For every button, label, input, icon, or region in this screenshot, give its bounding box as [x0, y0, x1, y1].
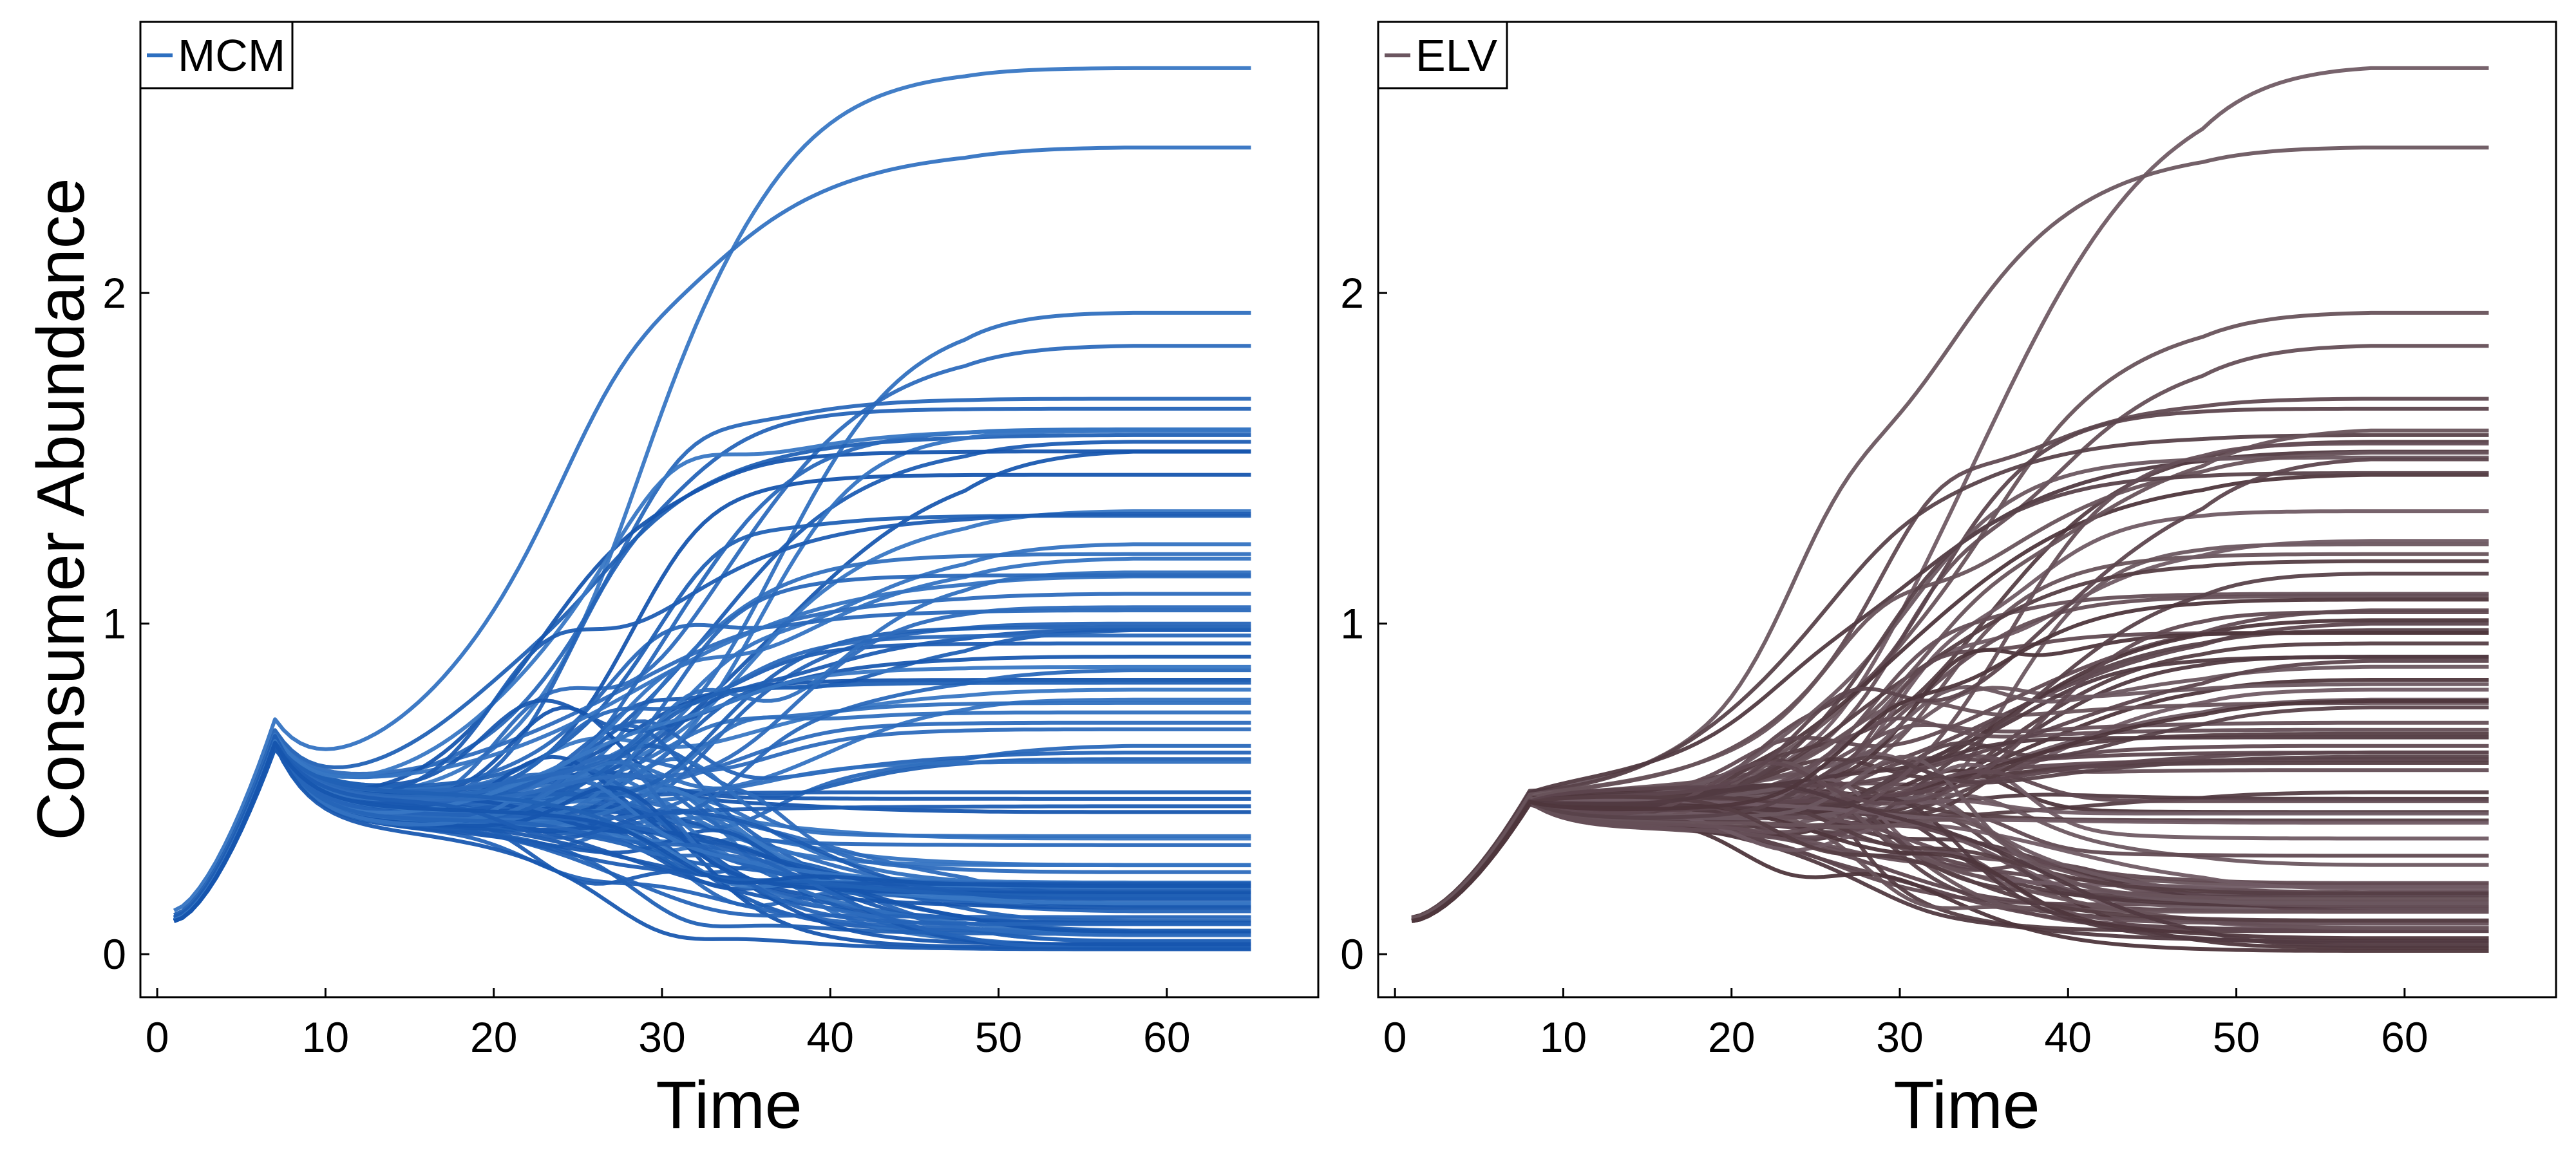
series-layer-elv [1411, 66, 2489, 953]
x-tick-label: 40 [2045, 1013, 2092, 1061]
series-line [173, 740, 1251, 923]
x-axis-elv: 0 10 20 30 40 50 60 [1383, 988, 2429, 1061]
legend-label-mcm: MCM [178, 30, 285, 80]
series-line [1411, 794, 2489, 923]
series-line [1411, 597, 2489, 923]
series-line [1411, 441, 2489, 923]
plot-area-frame-elv [1377, 21, 2557, 998]
series-layer-mcm [173, 66, 1251, 951]
x-tick-label: 20 [1708, 1013, 1755, 1061]
series-line [173, 427, 1251, 919]
plot-area-frame-mcm [139, 21, 1320, 998]
x-tick-label: 40 [807, 1013, 854, 1061]
panel-mcm: 0 10 20 30 40 50 60 0 1 2 Time Consumer Abundanc… [24, 21, 1320, 1143]
legend-mcm: MCM [139, 21, 294, 89]
y-tick-label: 0 [1340, 930, 1364, 978]
y-tick-label: 1 [1340, 600, 1364, 648]
x-axis-mcm: 0 10 20 30 40 50 60 [146, 988, 1191, 1061]
x-tick-label: 60 [1143, 1013, 1190, 1061]
series-line [1411, 451, 2489, 920]
series-line [173, 740, 1251, 923]
x-tick-label: 0 [1383, 1013, 1407, 1061]
series-line [1411, 783, 2489, 948]
x-axis-title-mcm: Time [656, 1068, 802, 1143]
legend-elv: ELV [1377, 21, 1508, 89]
y-tick-label: 2 [102, 269, 126, 317]
y-axis-elv: 0 1 2 [1340, 269, 1387, 978]
x-tick-label: 10 [1540, 1013, 1587, 1061]
x-tick-label: 50 [2213, 1013, 2260, 1061]
series-line [1411, 310, 2489, 923]
series-line [173, 145, 1251, 913]
x-tick-label: 30 [638, 1013, 685, 1061]
x-tick-label: 10 [302, 1013, 349, 1061]
y-tick-label: 1 [102, 600, 126, 648]
y-axis-mcm: 0 1 2 [102, 269, 149, 978]
x-tick-label: 60 [2381, 1013, 2428, 1061]
y-tick-label: 2 [1340, 269, 1364, 317]
x-tick-label: 0 [146, 1013, 169, 1061]
series-line [1411, 754, 2489, 923]
x-tick-label: 30 [1876, 1013, 1923, 1061]
panel-elv: 0 10 20 30 40 50 60 0 1 2 Time ELV [1340, 21, 2557, 1143]
y-axis-title: Consumer Abundance [24, 178, 99, 840]
x-tick-label: 50 [975, 1013, 1022, 1061]
x-tick-label: 20 [470, 1013, 517, 1061]
series-line [1411, 610, 2489, 923]
series-line [173, 740, 1251, 926]
legend-label-elv: ELV [1416, 30, 1497, 80]
x-axis-title-elv: Time [1893, 1068, 2040, 1143]
series-line [1411, 659, 2489, 923]
y-tick-label: 0 [102, 930, 126, 978]
series-line [173, 742, 1251, 951]
series-line [173, 592, 1251, 920]
